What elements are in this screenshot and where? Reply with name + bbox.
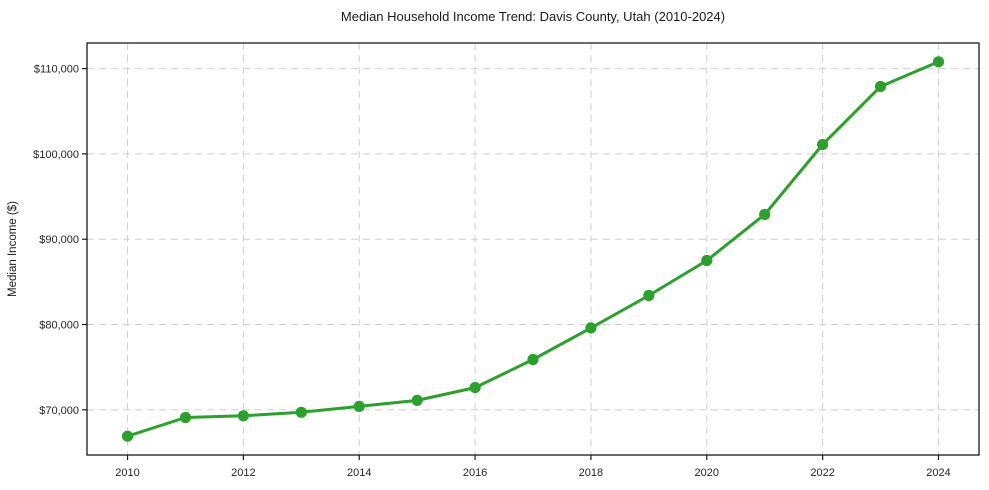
y-tick-label: $90,000 bbox=[39, 234, 79, 246]
x-tick-label: 2016 bbox=[463, 467, 487, 479]
data-point bbox=[643, 289, 655, 302]
data-point bbox=[179, 411, 192, 424]
data-point bbox=[817, 138, 829, 151]
data-point bbox=[353, 400, 365, 412]
y-tick-label: $110,000 bbox=[34, 64, 79, 76]
y-tick-label: $70,000 bbox=[39, 405, 79, 417]
data-point bbox=[237, 410, 249, 422]
data-point bbox=[121, 430, 134, 442]
x-tick-label: 2022 bbox=[810, 467, 834, 479]
plot-area: $70,000 $80,000 $90,000 $100,000 $110,000 201… bbox=[33, 42, 980, 479]
y-axis-label: Median Income ($) bbox=[7, 201, 19, 297]
x-tick-label: 2012 bbox=[231, 467, 255, 479]
gridlines bbox=[87, 43, 979, 455]
data-point bbox=[701, 254, 713, 267]
data-line bbox=[126, 60, 940, 438]
y-tick-label: $100,000 bbox=[33, 149, 79, 161]
x-tick-label: 2024 bbox=[926, 467, 950, 479]
x-tick-label: 2020 bbox=[695, 467, 719, 479]
data-point bbox=[932, 56, 945, 68]
data-point bbox=[874, 80, 887, 93]
x-tick-label: 2010 bbox=[115, 467, 139, 479]
chart-title: Median Household Income Trend: Davis Cou… bbox=[341, 9, 725, 24]
y-tick-label: $80,000 bbox=[39, 319, 79, 331]
data-point bbox=[585, 322, 597, 334]
data-point bbox=[759, 208, 771, 221]
data-point bbox=[527, 353, 539, 366]
ticks: $70,000 $80,000 $90,000 $100,000 $110,000 201… bbox=[33, 64, 951, 479]
x-tick-label: 2018 bbox=[579, 467, 603, 479]
data-point bbox=[411, 394, 423, 406]
data-point bbox=[469, 382, 481, 394]
x-tick-label: 2014 bbox=[347, 467, 371, 479]
data-point bbox=[295, 406, 307, 418]
axes-frame bbox=[86, 42, 980, 456]
